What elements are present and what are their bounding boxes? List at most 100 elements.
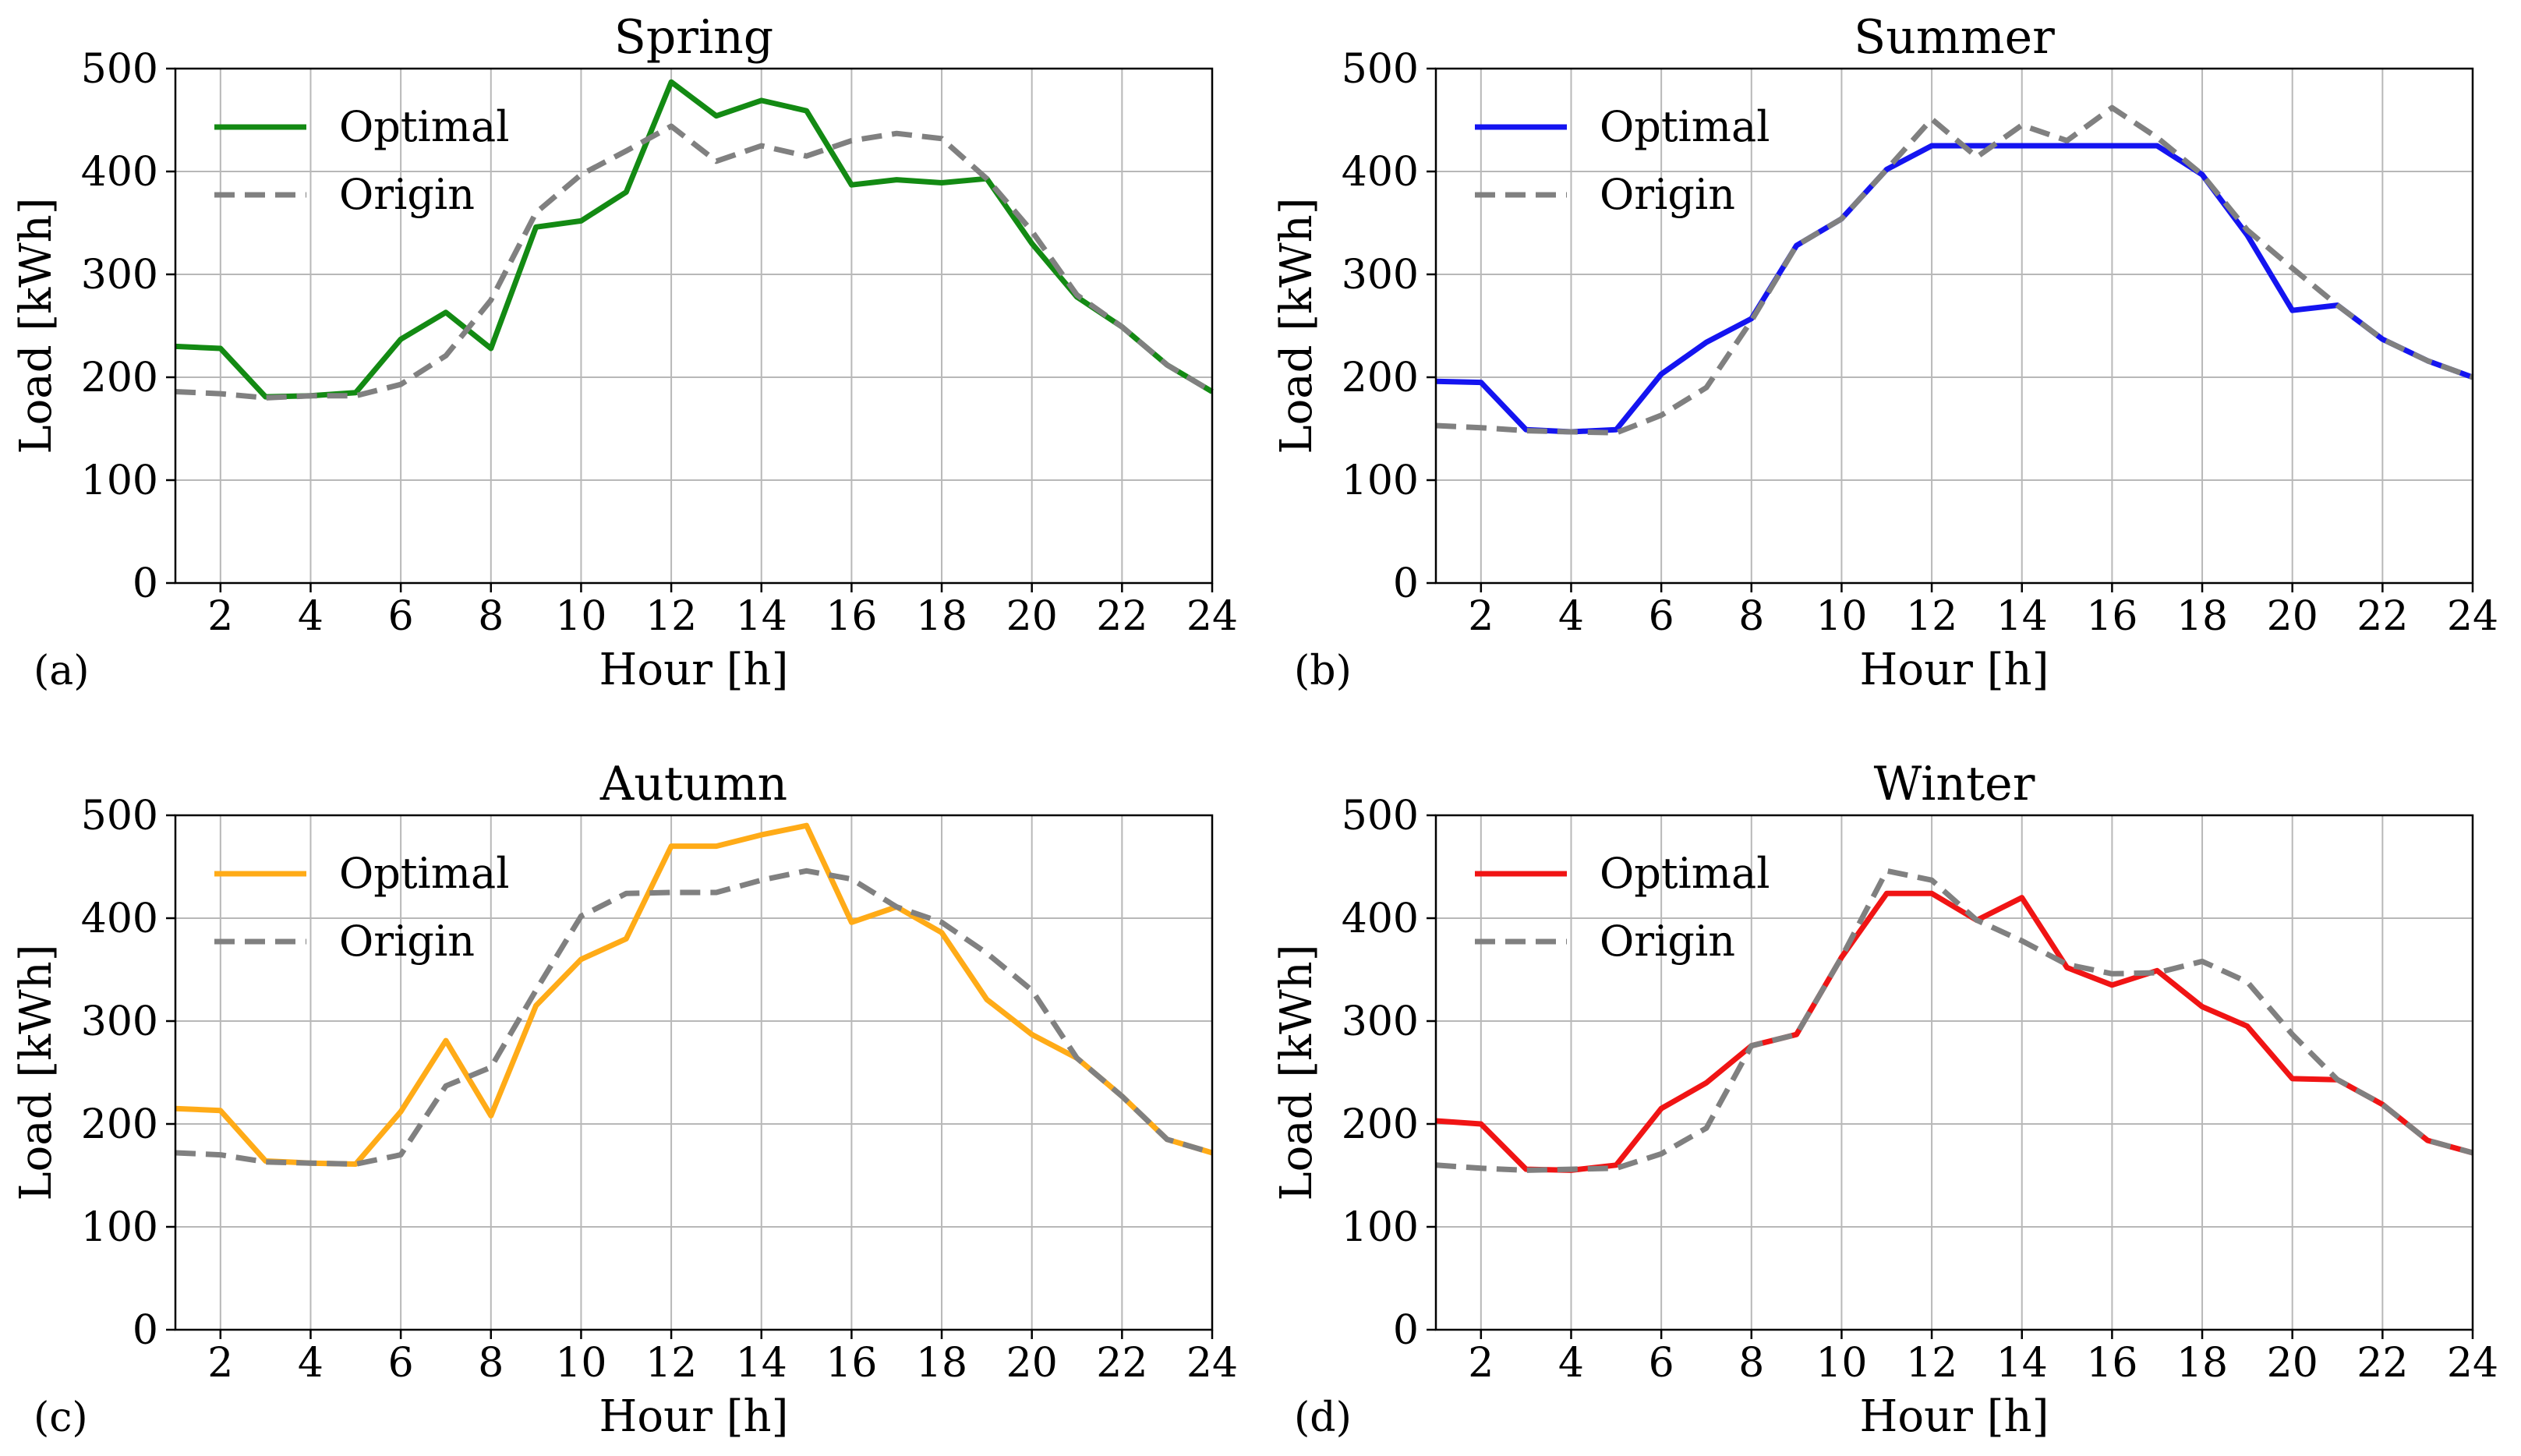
- y-tick-label: 400: [81, 896, 158, 942]
- x-tick-label: 14: [1996, 593, 2048, 640]
- panel-label: (d): [1294, 1394, 1352, 1441]
- x-tick-label: 6: [1649, 593, 1674, 640]
- x-tick-label: 22: [1096, 593, 1147, 640]
- y-tick-label: 200: [1342, 355, 1419, 401]
- x-tick-label: 12: [645, 1340, 697, 1387]
- y-tick-label: 0: [1393, 1307, 1419, 1354]
- y-tick-label: 300: [1342, 998, 1419, 1045]
- panel-c: 2 4 6 8 10 12 14 16 18 20 22 240100200300400500Autu…: [11, 757, 1238, 1442]
- y-tick-label: 300: [81, 998, 158, 1045]
- x-tick-label: 4: [1558, 1340, 1584, 1387]
- x-tick-label: 12: [645, 593, 697, 640]
- y-tick-label: 0: [133, 1307, 158, 1354]
- axes-frame: [1434, 814, 2474, 1331]
- x-tick-label: 18: [2176, 593, 2228, 640]
- y-tick-label: 400: [1342, 149, 1419, 196]
- y-tick-label: 300: [1342, 252, 1419, 299]
- series-line-optimal: [1435, 890, 2473, 1173]
- y-tick-label: 200: [81, 1101, 158, 1148]
- x-tick-label: 16: [826, 593, 877, 640]
- axes-frame: [174, 67, 1214, 585]
- panel-b: 2 4 6 8 10 12 14 16 18 20 22 240100200300400500Summ…: [1271, 10, 2498, 695]
- x-tick-label: 20: [1006, 593, 1058, 640]
- y-tick-label: 100: [1342, 1204, 1419, 1251]
- x-tick-label: 8: [1738, 1340, 1764, 1387]
- x-tick-label: 8: [1738, 593, 1764, 640]
- y-tick-label: 200: [1342, 1101, 1419, 1148]
- chart-title: Summer: [1854, 10, 2055, 65]
- x-tick-label: 4: [298, 593, 324, 640]
- y-tick-label: 500: [81, 46, 158, 93]
- x-tick-label: 12: [1906, 593, 1957, 640]
- y-tick-label: 100: [81, 458, 158, 504]
- x-tick-label: 20: [2267, 593, 2318, 640]
- x-tick-label: 10: [555, 1340, 606, 1387]
- series-line-origin: [175, 123, 1214, 401]
- x-tick-label: 6: [388, 1340, 414, 1387]
- x-tick-label: 6: [388, 593, 414, 640]
- x-tick-label: 14: [736, 1340, 787, 1387]
- series-line-origin: [1435, 868, 2473, 1173]
- y-tick-label: 100: [1342, 458, 1419, 504]
- x-tick-label: 24: [2447, 1340, 2498, 1387]
- x-tick-label: 16: [2086, 1340, 2137, 1387]
- panel-label: (c): [34, 1394, 88, 1441]
- y-tick-label: 300: [81, 252, 158, 299]
- x-tick-label: 14: [1996, 1340, 2048, 1387]
- chart-title: Spring: [614, 10, 773, 65]
- legend-label-origin: Origin: [339, 917, 475, 966]
- legend-label-optimal: Optimal: [1600, 849, 1770, 898]
- series-line-optimal: [175, 822, 1213, 1167]
- x-tick-label: 16: [2086, 593, 2137, 640]
- x-tick-label: 2: [207, 593, 233, 640]
- x-tick-label: 22: [1096, 1340, 1147, 1387]
- x-tick-label: 6: [1649, 1340, 1674, 1387]
- y-tick-label: 400: [81, 149, 158, 196]
- x-axis-label: Hour [h]: [1860, 1391, 2049, 1442]
- x-tick-label: 2: [1468, 593, 1494, 640]
- x-tick-label: 12: [1906, 1340, 1957, 1387]
- legend-label-optimal: Optimal: [339, 849, 509, 898]
- panel-d: 2 4 6 8 10 12 14 16 18 20 22 240100200300400500Wint…: [1271, 757, 2498, 1442]
- x-tick-label: 4: [1558, 593, 1584, 640]
- y-tick-label: 0: [133, 560, 158, 607]
- x-tick-label: 10: [555, 593, 606, 640]
- panel-label: (b): [1294, 648, 1352, 694]
- x-axis-label: Hour [h]: [599, 1391, 789, 1442]
- series-line-origin: [175, 868, 1213, 1167]
- x-tick-label: 22: [2357, 1340, 2408, 1387]
- x-tick-label: 14: [736, 593, 787, 640]
- y-axis-label: Load [kWh]: [1271, 197, 1322, 454]
- panel-label: (a): [34, 648, 90, 694]
- y-axis-label: Load [kWh]: [1271, 944, 1322, 1200]
- legend-label-origin: Origin: [339, 170, 475, 219]
- y-tick-label: 500: [81, 793, 158, 839]
- x-tick-label: 18: [2176, 1340, 2228, 1387]
- x-axis-label: Hour [h]: [1860, 645, 2049, 695]
- y-axis-label: Load [kWh]: [11, 944, 62, 1200]
- x-tick-label: 20: [2267, 1340, 2318, 1387]
- x-tick-label: 8: [478, 1340, 504, 1387]
- legend-label-optimal: Optimal: [1600, 102, 1770, 151]
- chart-title: Winter: [1874, 757, 2035, 811]
- y-tick-label: 0: [1393, 560, 1419, 607]
- series-line-optimal: [175, 79, 1214, 400]
- x-tick-label: 18: [916, 593, 967, 640]
- x-tick-label: 10: [1816, 1340, 1867, 1387]
- legend-label-origin: Origin: [1600, 917, 1735, 966]
- y-tick-label: 200: [81, 355, 158, 401]
- legend-label-origin: Origin: [1600, 170, 1735, 219]
- x-tick-label: 2: [1468, 1340, 1494, 1387]
- x-axis-label: Hour [h]: [599, 645, 789, 695]
- x-tick-label: 16: [826, 1340, 877, 1387]
- y-tick-label: 500: [1342, 793, 1419, 839]
- y-tick-label: 100: [81, 1204, 158, 1251]
- series-line-optimal: [1435, 143, 2474, 435]
- x-tick-label: 8: [478, 593, 504, 640]
- axes-frame: [174, 814, 1214, 1331]
- x-tick-label: 24: [1186, 1340, 1238, 1387]
- panel-a: 2 4 6 8 10 12 14 16 18 20 22 240100200300400500Spri…: [11, 10, 1238, 695]
- x-tick-label: 20: [1006, 1340, 1058, 1387]
- x-tick-label: 4: [298, 1340, 324, 1387]
